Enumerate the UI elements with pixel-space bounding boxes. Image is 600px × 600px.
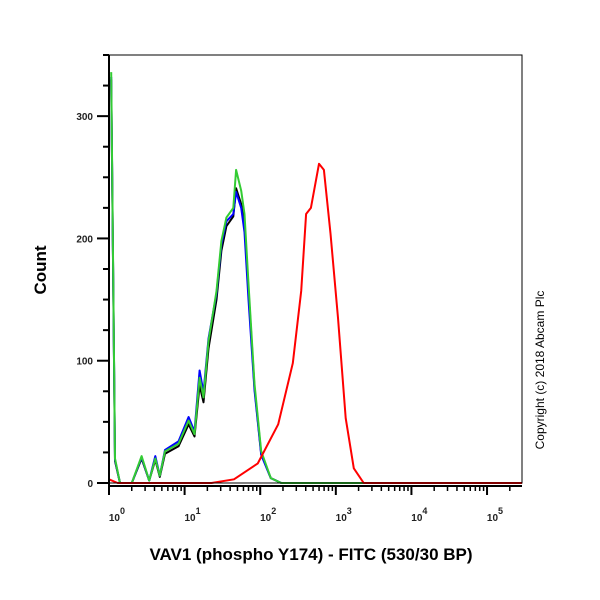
x-tick-base: 10: [336, 513, 348, 524]
histogram-series-3: [108, 162, 522, 484]
x-tick-label: 105: [487, 506, 503, 524]
x-tick-exponent: 4: [422, 506, 427, 516]
x-tick-label: 102: [260, 506, 276, 524]
x-tick-base: 10: [260, 513, 272, 524]
histogram-series-2: [110, 72, 522, 484]
x-tick-base: 10: [487, 513, 499, 524]
x-tick-label: 100: [109, 506, 125, 524]
x-tick-base: 10: [411, 513, 423, 524]
x-tick-exponent: 2: [271, 506, 276, 516]
x-tick-exponent: 0: [120, 506, 125, 516]
histogram-series-1: [110, 76, 522, 484]
histogram-series-0: [110, 79, 522, 484]
y-tick-label: 100: [76, 357, 93, 368]
y-tick-label: 200: [76, 234, 93, 245]
x-tick-base: 10: [109, 513, 121, 524]
x-tick-label: 104: [411, 506, 427, 524]
x-tick-exponent: 1: [196, 506, 201, 516]
y-tick-label: 0: [87, 479, 93, 490]
y-axis-title: Count: [31, 245, 50, 294]
x-tick-label: 103: [336, 506, 352, 524]
x-axis-title: VAV1 (phospho Y174) - FITC (530/30 BP): [149, 545, 472, 564]
x-tick-exponent: 5: [498, 506, 503, 516]
copyright-annotation: Copyright (c) 2018 Abcam Plc: [533, 291, 547, 450]
plot-frame: [108, 54, 523, 484]
plot-lines: [108, 72, 522, 484]
x-tick-label: 101: [184, 506, 200, 524]
x-tick-base: 10: [184, 513, 196, 524]
x-tick-exponent: 3: [347, 506, 352, 516]
y-tick-label: 300: [76, 112, 93, 123]
y-axis: 0 100 200 300: [76, 54, 110, 490]
